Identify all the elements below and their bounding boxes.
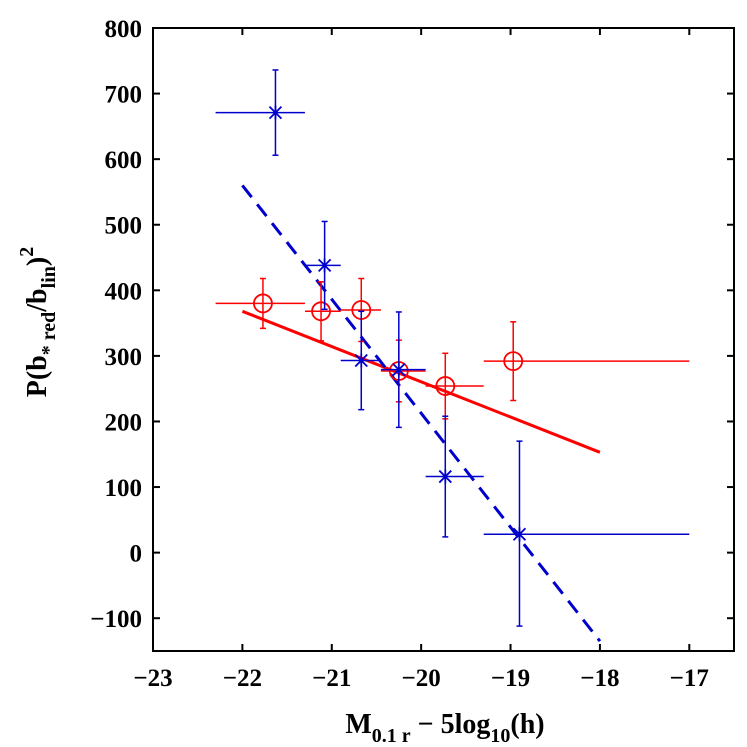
blue-data-point	[304, 220, 341, 311]
x-tick-label: −17	[670, 665, 709, 692]
y-tick-label: 600	[105, 147, 143, 174]
circle-marker	[311, 301, 331, 322]
blue-data-point	[425, 415, 484, 538]
y-tick-label: 700	[105, 82, 143, 109]
circle-marker	[435, 376, 456, 396]
y-tick-labels: 800 700 600 500 400 300 200 100 0 −100	[90, 16, 142, 633]
plot-frame	[152, 27, 735, 652]
y-tick-label: 100	[105, 475, 143, 502]
red-fit-line	[241, 309, 601, 454]
red-data-point	[483, 321, 690, 402]
y-tick-label: −100	[90, 606, 142, 633]
y-tick-label: 400	[105, 278, 143, 305]
x-tick-label: −22	[223, 665, 262, 692]
x-tick-label: −18	[580, 665, 619, 692]
blue-fit-line	[241, 184, 602, 643]
x-axis-label: M0.1 r − 5log10(h)	[345, 709, 544, 747]
y-tick-label: 300	[105, 344, 143, 371]
y-tick-label: 200	[105, 409, 143, 436]
red-data-point	[425, 352, 484, 420]
blue-data-point	[483, 440, 690, 627]
y-tick-label: 800	[105, 16, 143, 43]
x-tick-label: −20	[402, 665, 441, 692]
x-tick-label: −19	[491, 665, 530, 692]
circle-marker	[253, 293, 273, 314]
blue-data-point	[215, 69, 305, 156]
blue-series	[215, 69, 690, 627]
red-data-point	[215, 277, 305, 330]
y-axis-label: P(b* red/blin)2	[16, 247, 60, 397]
y-tick-label: 500	[105, 213, 143, 240]
y-tick-label: 0	[130, 541, 143, 568]
x-tick-labels: −23 −22 −21 −20 −19 −18 −17	[133, 665, 709, 692]
axis-ticks	[152, 27, 734, 651]
plot-content	[215, 69, 690, 643]
circle-marker	[503, 351, 524, 372]
red-data-point	[304, 281, 341, 342]
blue-data-point	[340, 310, 381, 411]
x-tick-label: −23	[133, 665, 172, 692]
x-tick-label: −21	[312, 665, 351, 692]
blue-data-point	[380, 311, 426, 429]
